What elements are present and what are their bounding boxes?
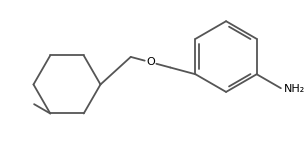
Text: O: O [146, 57, 155, 67]
Text: NH₂: NH₂ [284, 84, 304, 94]
